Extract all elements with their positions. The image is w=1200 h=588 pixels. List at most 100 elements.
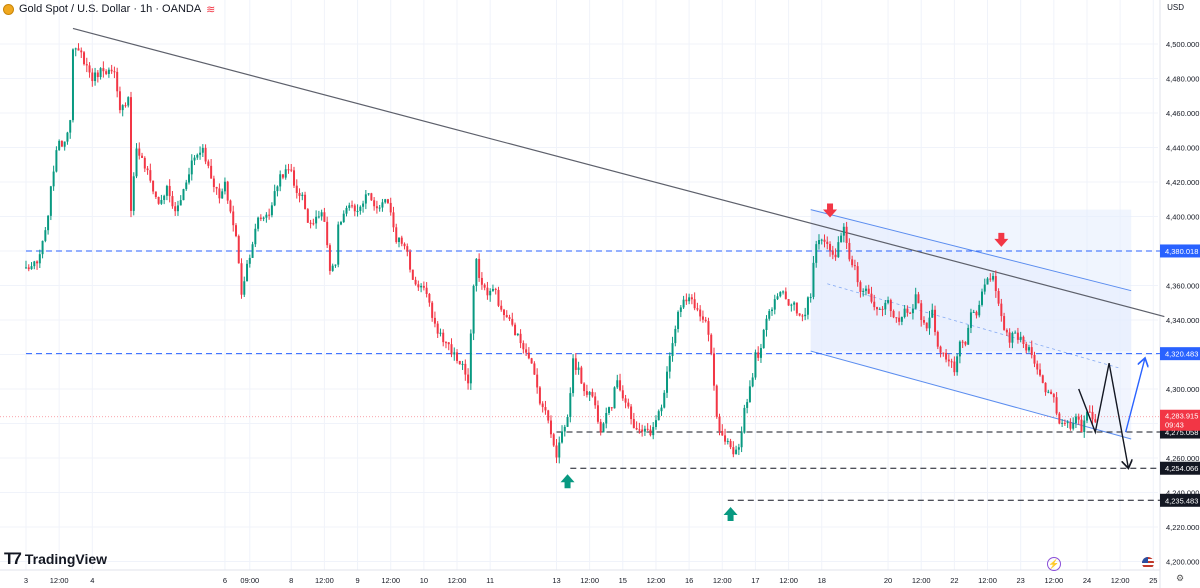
candle-body bbox=[163, 195, 166, 200]
candle-body bbox=[63, 141, 66, 147]
candle-body bbox=[776, 296, 779, 300]
settings-icon[interactable]: ⚙ bbox=[1176, 573, 1185, 583]
candle-body bbox=[942, 352, 945, 354]
candle-body bbox=[234, 225, 237, 237]
candle-body bbox=[845, 226, 848, 243]
candle-body bbox=[677, 311, 680, 329]
candle-body bbox=[947, 359, 950, 362]
candle-body bbox=[856, 266, 859, 283]
candle-body bbox=[569, 393, 572, 417]
candle-body bbox=[1047, 391, 1050, 393]
candle-body bbox=[508, 317, 511, 319]
candle-body bbox=[116, 71, 119, 92]
candle-body bbox=[660, 407, 663, 412]
candle-body bbox=[801, 315, 804, 317]
price-axis[interactable]: 4,500.000 4,480.000 4,460.000 4,440.000 4,42… bbox=[1166, 40, 1199, 567]
candle-body bbox=[666, 371, 669, 393]
candle-body bbox=[229, 200, 232, 212]
candle-body bbox=[444, 342, 447, 344]
candle-body bbox=[281, 174, 284, 178]
candle-body bbox=[409, 251, 412, 270]
candle-body bbox=[334, 264, 337, 266]
candle-body bbox=[331, 265, 334, 271]
candle-body bbox=[740, 432, 743, 448]
candle-body bbox=[472, 285, 475, 334]
candle-body bbox=[141, 155, 144, 158]
candle-body bbox=[94, 72, 97, 82]
time-tick-label: 15 bbox=[619, 576, 627, 585]
time-tick-label: 12:00 bbox=[381, 576, 400, 585]
candle-body bbox=[790, 304, 793, 306]
candle-body bbox=[66, 132, 69, 142]
candle-body bbox=[47, 215, 50, 231]
candle-body bbox=[44, 230, 47, 241]
candle-body bbox=[237, 236, 240, 264]
candle-body bbox=[616, 380, 619, 388]
candle-body bbox=[773, 299, 776, 310]
candle-body bbox=[815, 244, 818, 263]
candle-body bbox=[389, 202, 392, 213]
candle-body bbox=[494, 288, 497, 290]
candle-body bbox=[33, 261, 36, 267]
candle-body bbox=[787, 299, 790, 306]
candle-body bbox=[113, 71, 116, 73]
candle-body bbox=[1036, 363, 1039, 370]
candle-body bbox=[538, 387, 541, 404]
time-axis[interactable]: 3 12:00 4 6 09:00 8 12:00 9 12:00 10 12:00 11 13 12:0… bbox=[24, 576, 1158, 585]
candle-body bbox=[138, 148, 141, 156]
candle-body bbox=[920, 303, 923, 321]
candle-body bbox=[978, 304, 981, 316]
time-tick-label: 12:00 bbox=[1111, 576, 1130, 585]
candle-body bbox=[925, 322, 928, 329]
candle-body bbox=[326, 221, 329, 246]
candle-body bbox=[91, 72, 94, 82]
sell-arrow-icon bbox=[823, 203, 838, 218]
candle-body bbox=[339, 222, 342, 225]
candle-body bbox=[342, 213, 345, 223]
candle-body bbox=[572, 358, 575, 394]
candle-body bbox=[782, 291, 785, 293]
candle-body bbox=[223, 181, 226, 192]
countdown-label: 09:43 bbox=[1165, 421, 1184, 430]
candle-body bbox=[362, 203, 365, 207]
time-tick-label: 24 bbox=[1083, 576, 1091, 585]
candle-body bbox=[561, 431, 564, 443]
candle-body bbox=[60, 140, 63, 147]
candle-body bbox=[693, 299, 696, 309]
candle-body bbox=[58, 140, 61, 151]
price-tick-label: 4,420.000 bbox=[1166, 178, 1199, 187]
time-tick-label: 18 bbox=[818, 576, 826, 585]
candle-body bbox=[956, 356, 959, 373]
candle-body bbox=[889, 300, 892, 312]
candle-body bbox=[240, 263, 243, 295]
candle-body bbox=[157, 196, 160, 204]
candle-body bbox=[1094, 419, 1097, 422]
lightning-icon[interactable]: ⚡ bbox=[1047, 557, 1061, 571]
candle-body bbox=[657, 411, 660, 421]
candle-body bbox=[428, 293, 431, 303]
time-tick-label: 12:00 bbox=[580, 576, 599, 585]
candle-body bbox=[876, 307, 879, 310]
candle-body bbox=[621, 390, 624, 399]
candle-body bbox=[994, 276, 997, 292]
candle-body bbox=[287, 169, 290, 171]
currency-label[interactable]: USD bbox=[1167, 3, 1184, 12]
channel-mid-line bbox=[827, 283, 1121, 369]
price-tick-label: 4,500.000 bbox=[1166, 40, 1199, 49]
symbol-title[interactable]: Gold Spot / U.S. Dollar · 1h · OANDA bbox=[19, 3, 202, 15]
price-tick-label: 4,440.000 bbox=[1166, 144, 1199, 153]
candle-body bbox=[768, 311, 771, 319]
candle-body bbox=[450, 344, 453, 355]
candle-body bbox=[853, 265, 856, 267]
candle-body bbox=[610, 407, 613, 409]
signal-markers bbox=[560, 203, 1009, 522]
price-tick-label: 4,240.000 bbox=[1166, 489, 1199, 498]
candle-body bbox=[96, 72, 99, 78]
us-flag-icon[interactable] bbox=[1142, 557, 1154, 569]
candle-body bbox=[566, 416, 569, 427]
candle-body bbox=[127, 97, 130, 106]
logo-text: TradingView bbox=[24, 551, 108, 567]
candle-body bbox=[903, 308, 906, 318]
tradingview-logo[interactable]: T7 TradingView bbox=[4, 549, 107, 569]
